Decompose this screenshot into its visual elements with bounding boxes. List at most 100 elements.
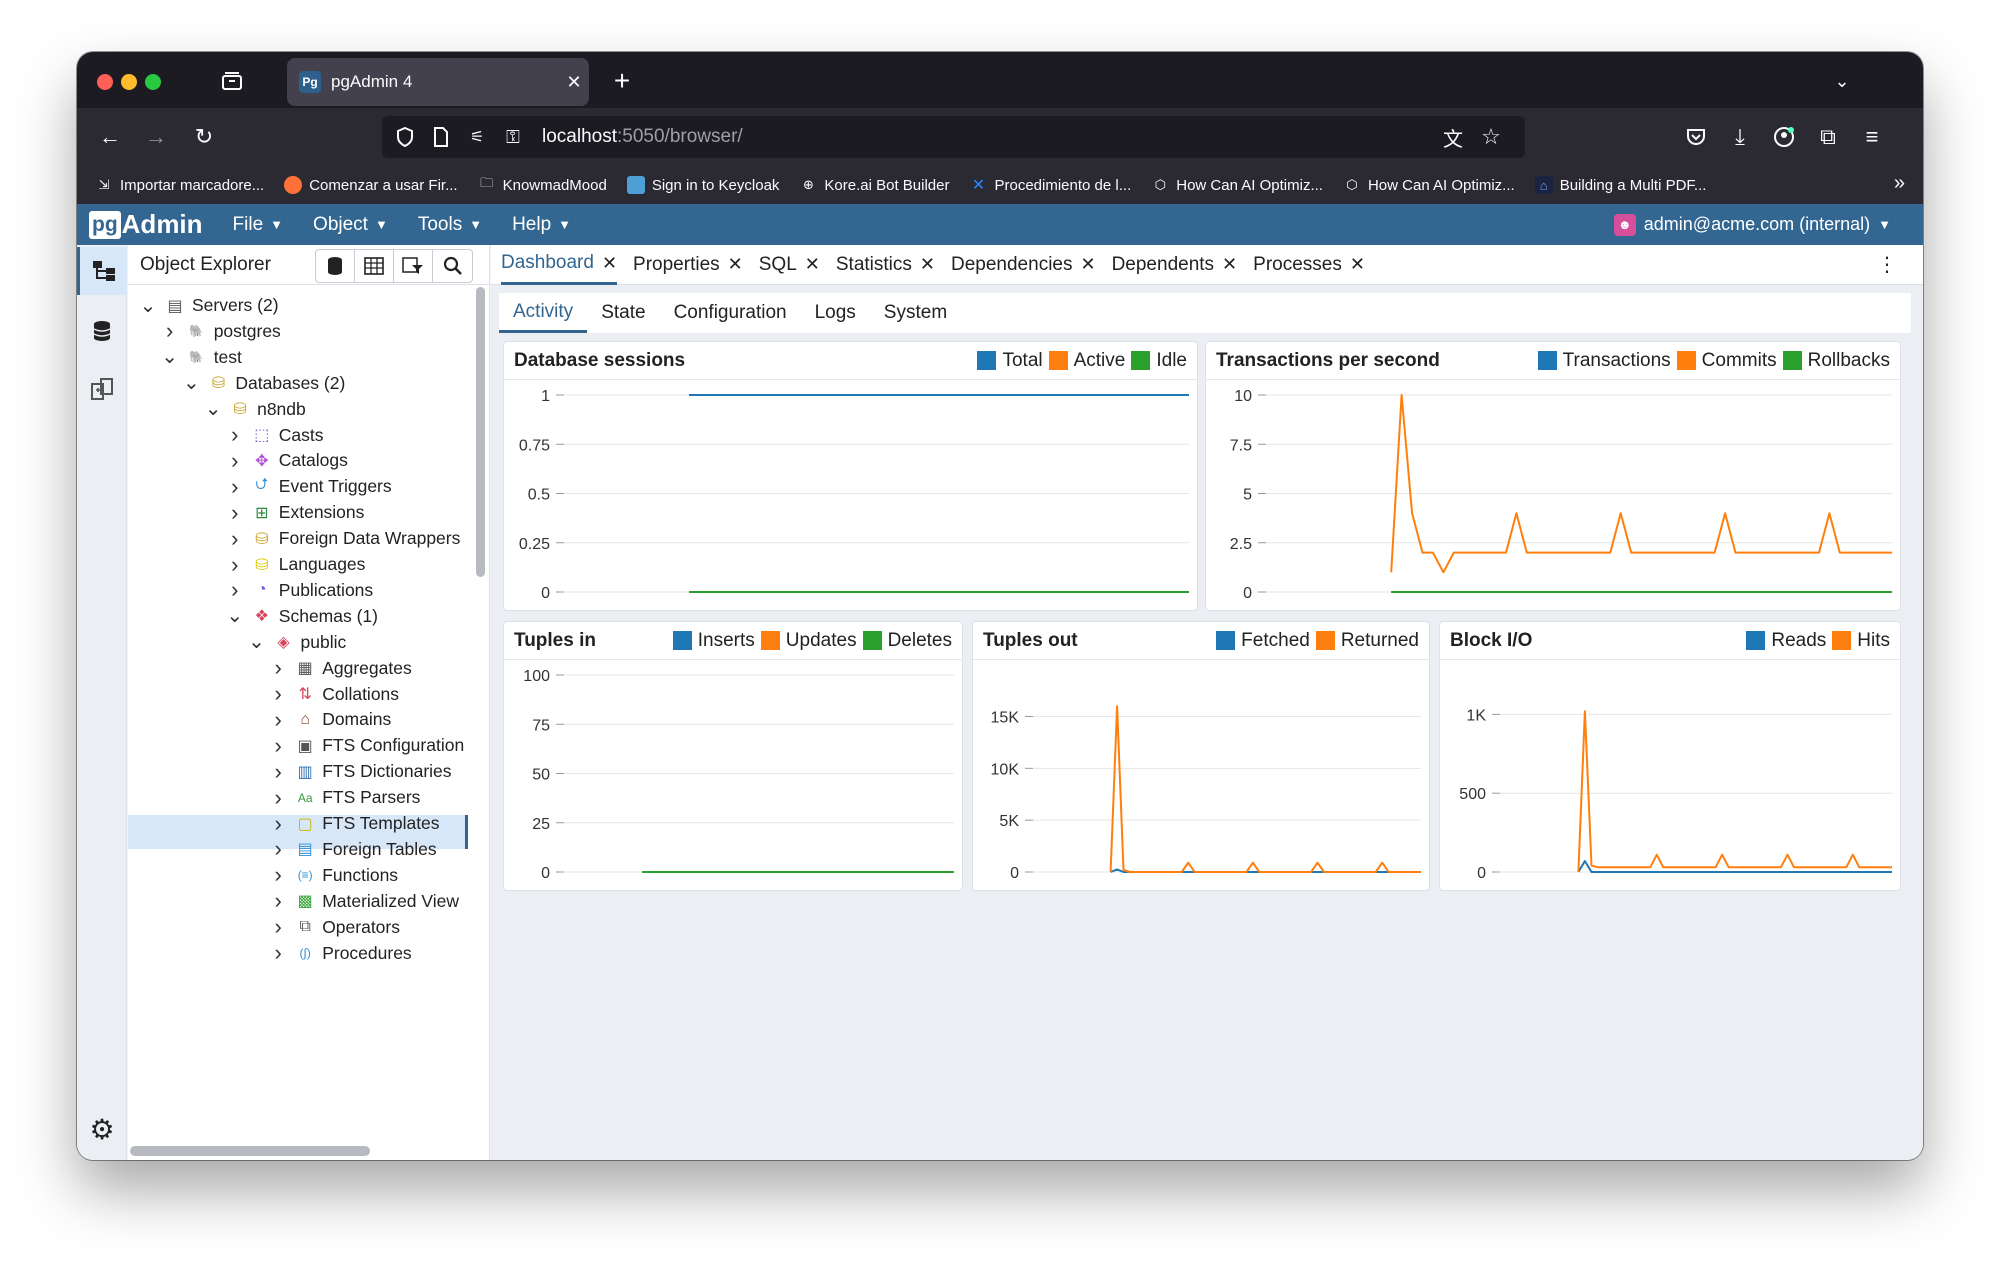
chevron-right-icon[interactable]: › — [274, 914, 282, 940]
legend-label[interactable]: Rollbacks — [1807, 349, 1890, 371]
subtab-logs[interactable]: Logs — [814, 302, 856, 323]
translate-icon[interactable]: 文 — [1443, 128, 1463, 151]
tab-sql[interactable]: SQL ✕ — [759, 245, 820, 285]
close-icon[interactable]: ✕ — [919, 254, 935, 274]
chevron-right-icon[interactable]: › — [166, 318, 174, 344]
tree-node[interactable]: › ◔ Publications — [225, 574, 373, 607]
chevron-right-icon[interactable]: › — [274, 732, 282, 758]
close-tab-icon[interactable]: ✕ — [566, 71, 582, 92]
browser-tab-pgadmin[interactable]: Pg pgAdmin 4 ✕ — [287, 58, 589, 106]
tab-dashboard[interactable]: Dashboard ✕ — [501, 245, 618, 285]
downloads-icon[interactable]: ⤓ — [1735, 124, 1745, 149]
bookmark-item[interactable]: ⇲ Importar marcadore... — [95, 176, 265, 194]
close-icon[interactable]: ✕ — [804, 254, 820, 274]
chevron-down-icon[interactable]: ⌄ — [139, 294, 157, 317]
tab-overview-icon[interactable] — [219, 68, 245, 94]
account-icon[interactable] — [1769, 116, 1799, 158]
chevron-right-icon[interactable]: › — [231, 551, 239, 577]
legend-label[interactable]: Total — [1002, 349, 1043, 371]
pocket-icon[interactable] — [1681, 116, 1711, 158]
chevron-down-icon[interactable]: ⌄ — [226, 605, 244, 628]
subtab-system[interactable]: System — [883, 302, 948, 323]
url-bar[interactable]: ⚟ ⚿ localhost:5050/browser/ 文 ☆ — [382, 116, 1525, 158]
schema-diff-rail-icon[interactable] — [77, 365, 127, 413]
tree-node[interactable]: › ⮍ Event Triggers — [225, 470, 392, 503]
tree-node[interactable]: ⌄ ⛁ n8ndb — [203, 393, 306, 426]
legend-label[interactable]: Deletes — [887, 629, 952, 651]
menu-icon[interactable]: ≡ — [1865, 124, 1879, 149]
tree-node[interactable]: › ⬚ Casts — [225, 419, 323, 452]
chevron-right-icon[interactable]: › — [231, 473, 239, 499]
more-bookmarks-icon[interactable]: » — [1893, 172, 1905, 194]
chevron-right-icon[interactable]: › — [274, 655, 282, 681]
tree-node[interactable]: ⌄ 🐘 test — [160, 341, 242, 374]
bookmark-item[interactable]: ✕ Procedimiento de l... — [970, 176, 1131, 195]
bookmark-item[interactable]: 🗀 KnowmadMood — [478, 175, 607, 194]
key-icon[interactable]: ⚿ — [506, 126, 520, 147]
tree-node[interactable]: › ▢ FTS Templates — [268, 807, 440, 840]
subtab-state[interactable]: State — [601, 302, 646, 323]
extensions-puzzle-icon[interactable]: ⧉ — [1820, 124, 1836, 149]
chevron-right-icon[interactable]: › — [231, 422, 239, 447]
tab-properties[interactable]: Properties ✕ — [633, 245, 743, 285]
legend-label[interactable]: Active — [1073, 349, 1126, 371]
menu-object[interactable]: Object ▼ — [313, 214, 388, 236]
new-tab-icon[interactable]: + — [613, 65, 631, 96]
subtab-configuration[interactable]: Configuration — [673, 302, 787, 323]
tree-node[interactable]: ⌄ ▤ Servers (2) — [138, 289, 279, 322]
menu-help[interactable]: Help ▼ — [512, 214, 571, 236]
tab-dependencies[interactable]: Dependencies ✕ — [951, 245, 1096, 285]
url-text[interactable]: localhost:5050/browser/ — [542, 126, 743, 148]
close-icon[interactable]: ✕ — [601, 252, 618, 273]
view-data-icon[interactable] — [355, 250, 394, 282]
chevron-down-icon[interactable]: ⌄ — [183, 372, 200, 395]
tree-node[interactable]: › 🐘 postgres — [160, 315, 281, 348]
tree-node[interactable]: › ▥ FTS Dictionaries — [268, 755, 452, 788]
legend-label[interactable]: Updates — [785, 629, 857, 651]
zoom-window-button[interactable] — [145, 74, 161, 90]
database-rail-icon[interactable] — [77, 307, 127, 355]
tree-node[interactable]: ⌄ ⛁ Databases (2) — [181, 367, 345, 400]
tab-processes[interactable]: Processes ✕ — [1253, 245, 1365, 285]
tree-node[interactable]: › ▣ FTS Configuration — [268, 729, 465, 762]
tree-vertical-scrollbar[interactable] — [474, 287, 486, 1147]
close-icon[interactable]: ✕ — [1349, 254, 1365, 274]
bookmark-item[interactable]: ⌂ Building a Multi PDF... — [1534, 176, 1706, 194]
bookmark-item[interactable]: ⊕ Kore.ai Bot Builder — [799, 176, 950, 194]
legend-label[interactable]: Returned — [1340, 629, 1419, 651]
reload-icon[interactable]: ↻ — [194, 124, 214, 149]
legend-label[interactable]: Reads — [1771, 629, 1827, 651]
legend-label[interactable]: Commits — [1701, 349, 1777, 371]
legend-label[interactable]: Inserts — [697, 629, 755, 651]
chevron-right-icon[interactable]: › — [274, 758, 282, 784]
chevron-right-icon[interactable]: › — [274, 706, 282, 732]
tree-node[interactable]: › ▦ Aggregates — [268, 652, 412, 685]
permissions-icon[interactable]: ⚟ — [469, 129, 485, 146]
settings-gear-icon[interactable]: ⚙ — [89, 1113, 115, 1145]
tree-node[interactable]: › Aa FTS Parsers — [268, 781, 421, 814]
object-explorer-rail-icon[interactable] — [77, 247, 127, 295]
user-menu[interactable]: ☻ admin@acme.com (internal) ▼ — [1613, 213, 1891, 236]
menu-tools[interactable]: Tools ▼ — [418, 214, 482, 236]
legend-label[interactable]: Idle — [1156, 349, 1187, 371]
chevron-right-icon[interactable]: › — [231, 499, 239, 525]
close-icon[interactable]: ✕ — [1080, 254, 1096, 274]
chevron-right-icon[interactable]: › — [231, 447, 239, 473]
close-icon[interactable]: ✕ — [727, 254, 743, 274]
tree-node[interactable]: › (∫) Procedures — [268, 937, 412, 970]
chevron-right-icon[interactable]: › — [231, 577, 239, 603]
scrollbar-thumb[interactable] — [476, 287, 485, 577]
forward-arrow-icon[interactable]: → — [145, 124, 167, 149]
list-all-tabs-icon[interactable]: ⌄ — [1834, 70, 1850, 91]
search-icon[interactable] — [433, 250, 472, 282]
legend-label[interactable]: Fetched — [1241, 629, 1310, 651]
chevron-down-icon[interactable]: ⌄ — [161, 346, 179, 369]
bookmark-item[interactable]: Comenzar a usar Fir... — [284, 176, 458, 194]
tree-node[interactable]: › (≡) Functions — [268, 859, 399, 892]
chevron-right-icon[interactable]: › — [231, 525, 239, 551]
tree-node[interactable]: › ▩ Materialized View — [268, 885, 460, 918]
chevron-down-icon[interactable]: ⌄ — [248, 631, 265, 654]
tree-node[interactable]: › ▤ Foreign Tables — [268, 833, 437, 866]
close-icon[interactable]: ✕ — [1222, 254, 1238, 274]
tree-node[interactable]: › ⛁ Foreign Data Wrappers — [225, 522, 460, 555]
